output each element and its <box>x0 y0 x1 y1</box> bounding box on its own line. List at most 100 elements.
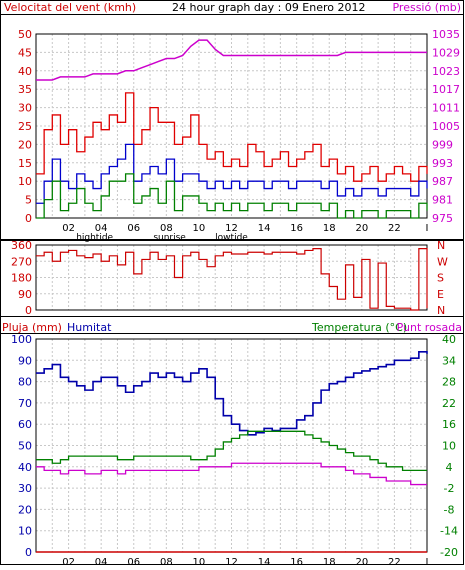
x-tick-label: 12 <box>225 557 238 566</box>
y-tick-label: 0 <box>25 546 32 559</box>
x-tick-label: 06 <box>127 557 140 566</box>
y-tick-label: 10 <box>18 175 32 188</box>
x-marker-label: hightide <box>76 233 113 243</box>
pressure-title: Pressió (mb) <box>392 1 461 14</box>
y2-tick-label: 40 <box>442 333 456 346</box>
y-tick-label: 40 <box>18 461 32 474</box>
y2-tick-label: 1029 <box>432 46 460 59</box>
humidity-title: Humitat <box>67 321 112 334</box>
y2-tick-label: 10 <box>442 440 456 453</box>
humidity-temp-series <box>36 350 428 553</box>
series-line-humitat <box>36 350 428 436</box>
compass-label: N <box>437 239 445 252</box>
y2-tick-label: 1005 <box>432 120 460 133</box>
graph-title: 24 hour graph day : 09 Enero 2012 <box>172 1 366 14</box>
y-tick-label: 40 <box>18 65 32 78</box>
y-tick-label: 5 <box>25 194 32 207</box>
wind-grid <box>35 33 428 219</box>
x-tick-label: I <box>426 223 429 234</box>
x-marker-label: sunrise <box>153 233 186 243</box>
wind-axis-ticks: 0 5 10 15 20 25 30 35 40 45 50 975 981 987 993 999 1005 1… <box>18 28 460 243</box>
humidity-grid <box>35 338 428 553</box>
x-tick-label: 16 <box>290 557 303 566</box>
y2-tick-label: 4 <box>446 461 453 474</box>
series-line-temperatura <box>36 430 427 471</box>
temperature-title: Temperatura (°C) <box>311 321 407 334</box>
x-tick-label: 14 <box>258 223 271 234</box>
x-tick-label: 06 <box>127 223 140 234</box>
humidity-temp-panel-frame <box>0 333 464 565</box>
wind-series <box>36 39 428 219</box>
y-tick-label: 45 <box>18 46 32 59</box>
y-tick-label: 360 <box>11 239 32 252</box>
y2-tick-label: 22 <box>442 397 456 410</box>
series-line-gust <box>36 92 428 182</box>
x-tick-label: 08 <box>160 557 173 566</box>
y-tick-label: 60 <box>18 418 32 431</box>
y-tick-label: 100 <box>11 333 32 346</box>
x-tick-label: 16 <box>290 223 303 234</box>
x-tick-label: 08 <box>160 223 173 234</box>
y2-tick-label: -14 <box>440 525 458 538</box>
y2-tick-label: -8 <box>444 503 455 516</box>
compass-label: E <box>437 288 444 301</box>
compass-label: S <box>437 272 444 285</box>
y-tick-label: 80 <box>18 376 32 389</box>
y-tick-label: 50 <box>18 440 32 453</box>
direction-panel-frame <box>0 240 464 317</box>
y-tick-label: 35 <box>18 83 32 96</box>
y-tick-label: 270 <box>11 255 32 268</box>
y-tick-label: 10 <box>18 525 32 538</box>
series-line-low <box>36 173 428 219</box>
x-tick-label: 10 <box>193 557 206 566</box>
y-tick-label: 90 <box>18 354 32 367</box>
x-tick-label: 18 <box>323 223 336 234</box>
y2-tick-label: 999 <box>432 138 453 151</box>
rain-title: Pluja (mm) <box>2 321 62 334</box>
x-tick-label: 22 <box>388 557 401 566</box>
y-tick-label: 20 <box>18 138 32 151</box>
y-tick-label: 30 <box>18 102 32 115</box>
y2-tick-label: 993 <box>432 157 453 170</box>
y-tick-label: 50 <box>18 28 32 41</box>
series-line-average <box>36 143 428 204</box>
y-tick-label: 20 <box>18 503 32 516</box>
compass-label: W <box>437 255 448 268</box>
y2-tick-label: 981 <box>432 194 453 207</box>
x-marker-label: lowtide <box>215 233 248 243</box>
direction-grid <box>35 244 428 311</box>
y-tick-label: 70 <box>18 397 32 410</box>
x-tick-label: 02 <box>62 557 75 566</box>
y2-tick-label: -20 <box>440 546 458 559</box>
y-tick-label: 0 <box>25 212 32 225</box>
y2-tick-label: 1017 <box>432 83 460 96</box>
y-tick-label: 90 <box>18 288 32 301</box>
x-tick-label: 04 <box>95 223 108 234</box>
series-line-punt-rosada <box>36 462 427 486</box>
y2-tick-label: 1011 <box>432 102 460 115</box>
humidity-axis-ticks: 0 10 20 30 40 50 60 70 80 90 100 -20 -14 -8 -2 4 10 16 22 2… <box>11 333 458 570</box>
y2-tick-label: 975 <box>432 212 453 225</box>
x-tick-label: 14 <box>258 557 271 566</box>
x-tick-label: 02 <box>62 223 75 234</box>
y-tick-label: 0 <box>25 304 32 317</box>
x-tick-label: I <box>426 557 429 566</box>
x-tick-label: 04 <box>95 557 108 566</box>
wind-panel-frame <box>0 14 464 240</box>
x-tick-label: 18 <box>323 557 336 566</box>
direction-series <box>36 248 428 311</box>
dewpoint-title: Punt rosada <box>397 321 462 334</box>
y2-tick-label: 34 <box>442 354 456 367</box>
series-line-pressure <box>36 39 427 81</box>
y2-tick-label: 1023 <box>432 65 460 78</box>
y-tick-label: 30 <box>18 482 32 495</box>
y-tick-label: 15 <box>18 157 32 170</box>
y2-tick-label: 28 <box>442 376 456 389</box>
y2-tick-label: 987 <box>432 175 453 188</box>
x-tick-label: 20 <box>355 223 368 234</box>
x-tick-label: 20 <box>355 557 368 566</box>
compass-label: N <box>437 304 445 317</box>
